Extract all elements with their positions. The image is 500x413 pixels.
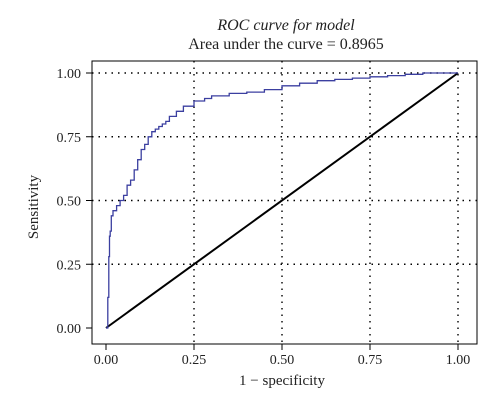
x-tick-label: 1.00 <box>446 353 471 368</box>
chart-subtitle: Area under the curve = 0.8965 <box>188 36 384 53</box>
x-tick-label: 0.75 <box>358 353 383 368</box>
chart-title: ROC curve for model <box>216 17 355 34</box>
y-tick-label: 0.00 <box>57 322 82 337</box>
roc-curve-line <box>106 72 458 329</box>
plot-frame <box>91 60 478 345</box>
x-tick-label: 0.50 <box>270 353 295 368</box>
roc-curve <box>106 72 458 329</box>
x-axis-label: 1 − specificity <box>239 373 325 389</box>
grid <box>92 61 477 344</box>
x-tick-label: 0.00 <box>94 353 119 368</box>
y-axis: 0.00 0.25 0.50 0.75 1.00 <box>57 67 92 337</box>
y-tick-label: 1.00 <box>57 67 82 82</box>
y-axis-label: Sensitivity <box>26 174 42 239</box>
diagonal-line <box>105 72 459 329</box>
x-axis: 0.00 0.25 0.50 0.75 1.00 <box>94 344 471 368</box>
x-tick-label: 0.25 <box>182 353 207 368</box>
y-tick-label: 0.50 <box>57 195 82 210</box>
y-tick-label: 0.25 <box>57 258 82 273</box>
reference-diagonal <box>105 72 459 329</box>
y-tick-label: 0.75 <box>57 131 82 146</box>
